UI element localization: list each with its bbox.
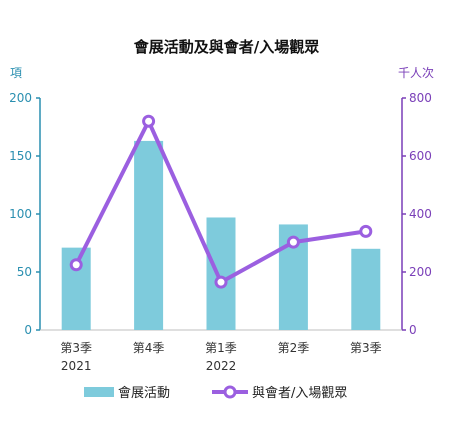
left-axis-tick-label: 200 xyxy=(9,91,32,105)
right-axis-tick-label: 200 xyxy=(409,265,432,279)
line-point xyxy=(142,114,156,128)
line-point xyxy=(69,258,83,272)
chart-title: 會展活動及與會者/入場觀眾 xyxy=(133,38,320,56)
left-axis-tick-label: 150 xyxy=(9,149,32,163)
legend-line-label: 與會者/入場觀眾 xyxy=(252,386,347,401)
right-axis-tick-label: 0 xyxy=(409,323,417,337)
left-axis-tick-label: 0 xyxy=(24,323,32,337)
x-tick-label: 第1季 xyxy=(205,341,237,355)
legend-bar-swatch xyxy=(84,387,114,397)
legend-bar-label: 會展活動 xyxy=(118,386,170,401)
x-tick-label: 第3季 xyxy=(60,341,92,355)
right-axis-tick-label: 800 xyxy=(409,91,432,105)
right-axis-tick-label: 400 xyxy=(409,207,432,221)
left-axis-tick-label: 50 xyxy=(17,265,32,279)
left-axis-tick-label: 100 xyxy=(9,207,32,221)
bar xyxy=(206,217,236,330)
right-axis-tick-label: 600 xyxy=(409,149,432,163)
line-point xyxy=(359,224,373,238)
bar xyxy=(351,248,381,330)
x-tick-label: 第3季 xyxy=(350,341,382,355)
right-axis-unit: 千人次 xyxy=(398,66,435,80)
x-tick-label: 第2季 xyxy=(278,341,310,355)
left-axis-unit: 項 xyxy=(10,66,23,80)
x-tick-year-label: 2021 xyxy=(61,359,92,373)
x-tick-year-label: 2022 xyxy=(206,359,237,373)
line-point xyxy=(286,235,300,249)
bar xyxy=(134,140,164,330)
line-point xyxy=(214,275,228,289)
x-tick-label: 第4季 xyxy=(133,341,165,355)
legend-line-marker xyxy=(223,385,237,399)
